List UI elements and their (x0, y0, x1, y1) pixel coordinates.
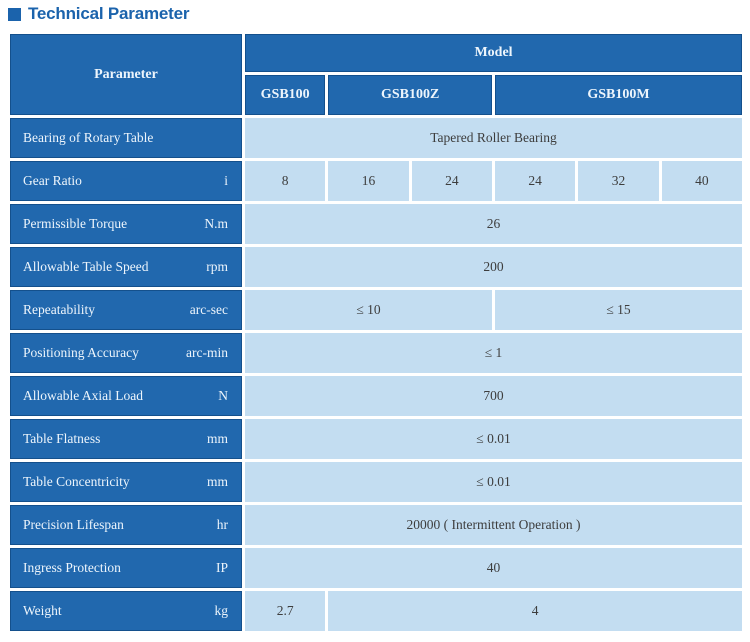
table-row: Table Concentricity mm ≤ 0.01 (10, 462, 742, 502)
param-cell: Table Concentricity mm (10, 462, 242, 502)
param-cell: Weight kg (10, 591, 242, 631)
parameter-header-cell: Parameter (10, 34, 242, 115)
param-cell: Bearing of Rotary Table (10, 118, 242, 158)
table-row: Permissible Torque N.m 26 (10, 204, 742, 244)
value-cell: ≤ 10 (245, 290, 492, 330)
value-cell: 24 (494, 161, 576, 201)
table-row: Allowable Table Speed rpm 200 (10, 247, 742, 287)
value-cell: 2.7 (245, 591, 326, 631)
value-cell: Tapered Roller Bearing (245, 118, 742, 158)
param-cell: Precision Lifespan hr (10, 505, 242, 545)
value-cell: 20000 ( Intermittent Operation ) (245, 505, 742, 545)
param-unit: mm (206, 474, 228, 489)
param-label: Precision Lifespan (23, 517, 124, 532)
table-row: Bearing of Rotary Table Tapered Roller Be… (10, 118, 742, 158)
value-cell: 26 (245, 204, 742, 244)
model-column-cell: GSB100Z (328, 75, 492, 115)
param-label: Table Flatness (23, 431, 101, 446)
param-unit: rpm (206, 259, 228, 274)
param-cell: Gear Ratio i (10, 161, 242, 201)
value-cell: 8 (245, 161, 326, 201)
model-columns-row: GSB100 GSB100Z GSB100M (10, 75, 742, 115)
param-label: Positioning Accuracy (23, 345, 139, 360)
model-column-cell: GSB100M (494, 75, 742, 115)
param-unit: hr (216, 517, 228, 532)
param-label: Table Concentricity (23, 474, 130, 489)
param-cell: Permissible Torque N.m (10, 204, 242, 244)
table-row: Table Flatness mm ≤ 0.01 (10, 419, 742, 459)
page-title-row: Technical Parameter (8, 4, 745, 23)
param-cell: Allowable Table Speed rpm (10, 247, 242, 287)
param-cell: Positioning Accuracy arc-min (10, 333, 242, 373)
param-label: Gear Ratio (23, 173, 82, 188)
param-unit: IP (215, 560, 228, 575)
param-label: Permissible Torque (23, 216, 128, 231)
param-unit: mm (206, 431, 228, 446)
value-cell: ≤ 15 (494, 290, 742, 330)
model-column-cell: GSB100 (245, 75, 326, 115)
value-cell: ≤ 0.01 (245, 462, 742, 502)
param-unit: arc-sec (189, 302, 228, 317)
param-cell: Ingress Protection IP (10, 548, 242, 588)
page-title: Technical Parameter (28, 4, 190, 23)
param-unit: N (218, 388, 228, 403)
value-cell: ≤ 1 (245, 333, 742, 373)
value-cell: 40 (245, 548, 742, 588)
value-cell: 32 (578, 161, 659, 201)
param-label: Weight (23, 603, 62, 618)
table-row: Positioning Accuracy arc-min ≤ 1 (10, 333, 742, 373)
param-label: Repeatability (23, 302, 95, 317)
param-label: Bearing of Rotary Table (23, 130, 154, 145)
table-row: Precision Lifespan hr 20000 ( Intermittent… (10, 505, 742, 545)
table-row: Gear Ratio i 8 16 24 24 32 40 (10, 161, 742, 201)
value-cell: ≤ 0.01 (245, 419, 742, 459)
value-cell: 700 (245, 376, 742, 416)
value-cell: 200 (245, 247, 742, 287)
param-cell: Repeatability arc-sec (10, 290, 242, 330)
param-cell: Table Flatness mm (10, 419, 242, 459)
param-cell: Allowable Axial Load N (10, 376, 242, 416)
param-unit: arc-min (186, 345, 228, 360)
param-label: Allowable Table Speed (23, 259, 149, 274)
title-bullet-icon (8, 7, 21, 21)
param-label: Ingress Protection (23, 560, 121, 575)
value-cell: 16 (328, 161, 409, 201)
table-row: Allowable Axial Load N 700 (10, 376, 742, 416)
param-unit: N.m (204, 216, 228, 231)
value-cell: 24 (411, 161, 492, 201)
param-unit: i (224, 173, 228, 188)
header-row: Parameter Model (10, 34, 742, 115)
value-cell: 40 (661, 161, 742, 201)
table-row: Weight kg 2.7 4 (10, 591, 742, 631)
table-row: Ingress Protection IP 40 (10, 548, 742, 588)
param-label: Allowable Axial Load (23, 388, 143, 403)
table-row: Repeatability arc-sec ≤ 10 ≤ 15 (10, 290, 742, 330)
technical-parameter-table: Parameter Model GSB100 GSB100Z GSB100M Bea… (7, 31, 745, 634)
param-unit: kg (214, 603, 229, 618)
value-cell: 4 (328, 591, 742, 631)
model-header-cell: Model (245, 34, 742, 72)
